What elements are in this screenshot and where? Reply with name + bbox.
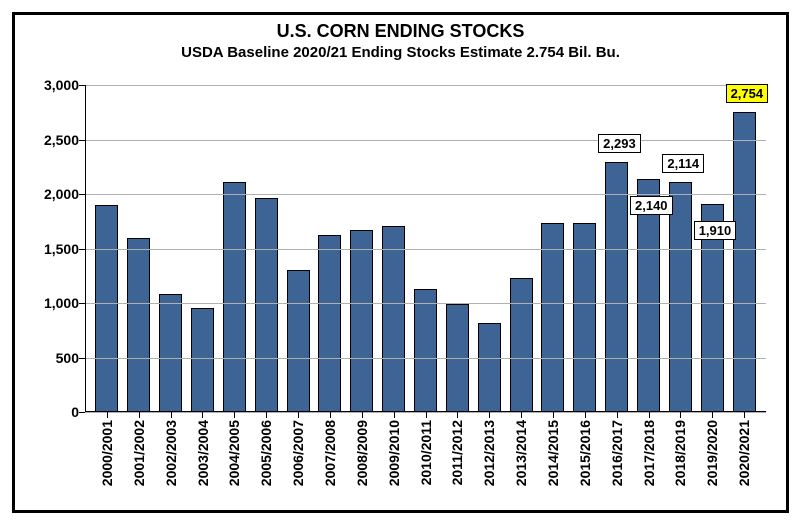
grid-line — [85, 249, 766, 250]
x-axis-label: 2006/2007 — [290, 420, 306, 486]
x-axis-label: 2004/2005 — [226, 420, 242, 486]
data-callout: 2,140 — [630, 196, 673, 215]
x-axis-label: 2020/2021 — [736, 420, 752, 486]
bar — [127, 238, 150, 412]
bar — [605, 162, 628, 412]
data-callout-highlight: 2,754 — [726, 84, 769, 103]
chart-border: U.S. CORN ENDING STOCKS USDA Baseline 20… — [12, 12, 789, 513]
chart-subtitle: USDA Baseline 2020/21 Ending Stocks Esti… — [15, 44, 786, 61]
data-callout: 1,910 — [694, 221, 737, 240]
x-axis-label: 2007/2008 — [322, 420, 338, 486]
x-axis-label: 2009/2010 — [386, 420, 402, 486]
bar — [159, 294, 182, 412]
bar — [255, 198, 278, 412]
bar — [733, 112, 756, 412]
x-axis-label: 2012/2013 — [481, 420, 497, 486]
title-block: U.S. CORN ENDING STOCKS USDA Baseline 20… — [15, 21, 786, 61]
bar — [573, 223, 596, 412]
bar — [414, 289, 437, 412]
bar — [478, 323, 501, 412]
x-axis-label: 2000/2001 — [99, 420, 115, 486]
bar — [95, 205, 118, 412]
data-callout: 2,293 — [598, 134, 641, 153]
x-labels: 2000/2001 2001/2002 2002/2003 2003/2004 2004… — [85, 416, 766, 510]
grid-line — [85, 140, 766, 141]
x-axis-label: 2018/2019 — [672, 420, 688, 486]
x-axis-label: 2008/2009 — [354, 420, 370, 486]
bar — [287, 270, 310, 412]
x-axis-label: 2016/2017 — [609, 420, 625, 486]
bar — [382, 226, 405, 412]
chart-title: U.S. CORN ENDING STOCKS — [15, 21, 786, 42]
bar — [541, 223, 564, 412]
chart-frame: U.S. CORN ENDING STOCKS USDA Baseline 20… — [0, 0, 801, 525]
bar — [191, 308, 214, 412]
x-axis-label: 2019/2020 — [704, 420, 720, 486]
bar — [223, 182, 246, 412]
x-axis-label: 2015/2016 — [577, 420, 593, 486]
data-callout: 2,114 — [662, 154, 704, 173]
grid-line — [85, 358, 766, 359]
x-axis-label: 2002/2003 — [163, 420, 179, 486]
bar — [669, 182, 692, 412]
bar — [510, 278, 533, 412]
y-tick — [79, 412, 85, 413]
y-axis — [85, 85, 86, 412]
grid-line — [85, 85, 766, 86]
x-axis-label: 2013/2014 — [513, 420, 529, 486]
x-axis-label: 2001/2002 — [131, 420, 147, 486]
plot-area: 05001,0001,5002,0002,5003,000 — [85, 85, 766, 412]
x-axis-label: 2014/2015 — [545, 420, 561, 486]
x-axis-label: 2011/2012 — [449, 420, 465, 485]
x-axis-label: 2003/2004 — [195, 420, 211, 486]
x-axis-label: 2017/2018 — [641, 420, 657, 486]
bar — [318, 235, 341, 412]
bar — [350, 230, 373, 412]
x-axis-label: 2010/2011 — [418, 420, 434, 485]
grid-line — [85, 303, 766, 304]
x-axis-label: 2005/2006 — [258, 420, 274, 486]
